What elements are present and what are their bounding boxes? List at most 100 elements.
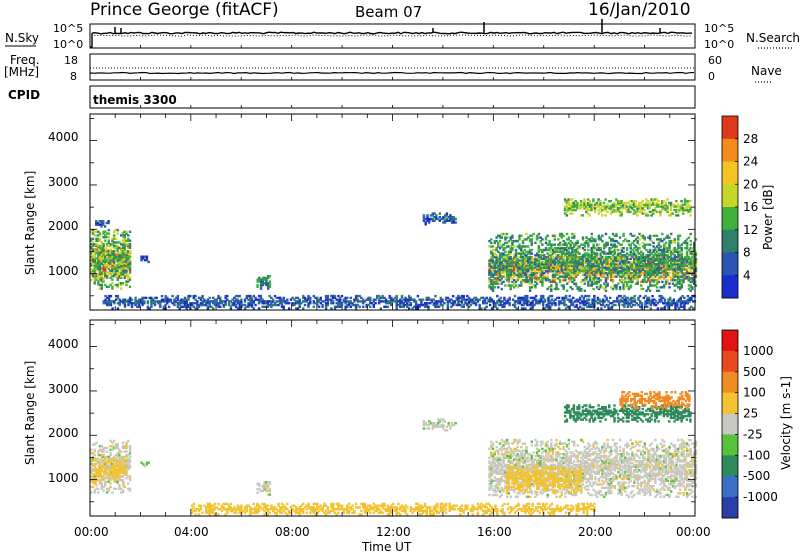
heatmap-cell (593, 210, 597, 214)
heatmap-cell (386, 305, 390, 308)
heatmap-cell (650, 270, 653, 273)
heatmap-cell (429, 217, 433, 221)
heatmap-cell (670, 255, 673, 259)
heatmap-cell (106, 300, 109, 303)
heatmap-cell (645, 254, 648, 257)
heatmap-cell (617, 273, 620, 276)
heatmap-cell (564, 248, 567, 252)
heatmap-cell (685, 277, 689, 280)
heatmap-cell (516, 279, 519, 282)
heatmap-cell (562, 271, 565, 275)
heatmap-cell (629, 284, 632, 287)
heatmap-cell (111, 243, 114, 246)
heatmap-cell (256, 278, 259, 281)
heatmap-cell (150, 302, 153, 305)
heatmap-cell (615, 257, 618, 261)
heatmap-cell (565, 282, 569, 285)
heatmap-cell (641, 208, 644, 212)
heatmap-cell (493, 239, 496, 243)
heatmap-cell (153, 296, 157, 300)
colorbar-segment (722, 252, 738, 276)
heatmap-cell (689, 277, 692, 280)
heatmap-cell (111, 262, 114, 265)
heatmap-cell (606, 271, 609, 275)
heatmap-cell (694, 250, 698, 253)
heatmap-cell (504, 238, 507, 241)
heatmap-cell (615, 264, 618, 268)
heatmap-cell (478, 303, 481, 307)
heatmap-cell (641, 254, 645, 257)
heatmap-cell (680, 247, 683, 250)
heatmap-cell (594, 247, 597, 250)
heatmap-cell (652, 284, 655, 287)
heatmap-cell (550, 294, 554, 298)
heatmap-cell (532, 275, 535, 278)
heatmap-cell (666, 247, 669, 250)
heatmap-cell (592, 205, 595, 208)
heatmap-cell (617, 255, 620, 259)
heatmap-cell (109, 276, 112, 280)
heatmap-cell (90, 260, 93, 264)
heatmap-cell (107, 257, 110, 260)
heatmap-cell (553, 238, 556, 241)
heatmap-cell (557, 243, 560, 246)
heatmap-cell (511, 241, 514, 245)
heatmap-cell (629, 286, 632, 289)
heatmap-cell (128, 239, 132, 242)
heatmap-cell (562, 264, 565, 268)
heatmap-cell (668, 255, 671, 259)
heatmap-cell (580, 243, 583, 246)
heatmap-cell (346, 296, 349, 300)
heatmap-cell (663, 264, 666, 268)
heatmap-cell (528, 282, 532, 285)
heatmap-cell (638, 255, 641, 259)
heatmap-cell (548, 259, 551, 262)
heatmap-cell (518, 243, 521, 246)
heatmap-cell (622, 261, 625, 264)
heatmap-cell (576, 239, 579, 243)
heatmap-cell (490, 252, 493, 255)
heatmap-cell (521, 245, 525, 248)
heatmap-cell (123, 251, 126, 255)
heatmap-cell (97, 253, 100, 257)
heatmap-cell (530, 282, 533, 285)
heatmap-cell (662, 205, 666, 208)
heatmap-cell (604, 198, 607, 201)
heatmap-cell (518, 263, 521, 266)
heatmap-cell (564, 270, 567, 273)
heatmap-cell (592, 266, 595, 269)
heatmap-cell (490, 286, 493, 289)
heatmap-cell (500, 287, 503, 291)
heatmap-cell (571, 232, 574, 236)
heatmap-cell (100, 255, 103, 258)
heatmap-cell (123, 255, 126, 258)
heatmap-cell (564, 243, 567, 246)
heatmap-cell (571, 268, 574, 271)
heatmap-cell (550, 261, 553, 264)
heatmap-cell (562, 252, 565, 255)
heatmap-cell (617, 270, 620, 273)
heatmap-cell (171, 302, 174, 305)
heatmap-cell (647, 264, 650, 268)
heatmap-cell (595, 248, 599, 252)
heatmap-cell (693, 277, 696, 280)
heatmap-cell (557, 271, 560, 275)
heatmap-cell (601, 275, 604, 278)
heatmap-cell (523, 279, 526, 282)
heatmap-cell (615, 254, 618, 257)
heatmap-cell (514, 266, 518, 269)
heatmap-cell (597, 212, 600, 215)
heatmap-cell (581, 236, 585, 239)
heatmap-cell (578, 270, 581, 273)
heatmap-cell (509, 261, 512, 264)
heatmap-cell (268, 283, 272, 287)
heatmap-cell (521, 241, 525, 245)
heatmap-cell (638, 203, 641, 206)
heatmap-cell (490, 270, 493, 273)
heatmap-cell (123, 244, 126, 248)
heatmap-cell (677, 247, 680, 250)
heatmap-cell (594, 271, 597, 275)
heatmap-cell (659, 203, 662, 206)
heatmap-cell (141, 302, 144, 305)
